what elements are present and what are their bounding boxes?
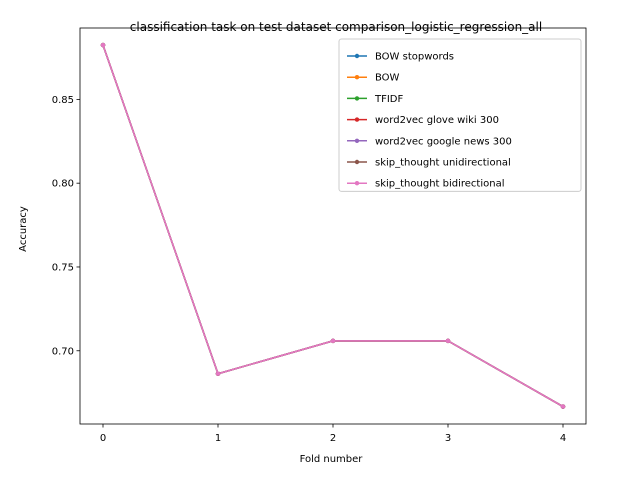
- x-tick-label: 0: [100, 433, 106, 444]
- data-point: [100, 42, 106, 48]
- legend-entry-label: TFIDF: [374, 94, 404, 105]
- legend-swatch-marker: [354, 117, 360, 122]
- legend-swatch-marker: [354, 96, 360, 101]
- legend-swatch-marker: [354, 181, 360, 186]
- y-tick-label: 0.85: [52, 95, 74, 106]
- x-axis-label: Fold number: [300, 454, 364, 465]
- legend-swatch-marker: [354, 53, 360, 59]
- x-tick-label: 3: [445, 433, 451, 444]
- legend-box: [338, 38, 582, 192]
- legend-swatch-marker: [354, 159, 360, 165]
- legend-swatch-marker: [354, 75, 360, 80]
- legend-entry-label: BOW: [375, 73, 400, 84]
- plot-area: 0 1 2 3 4 0.70 0.75 0.80 0.85: [52, 42, 566, 444]
- y-axis-label: Accuracy: [18, 206, 29, 252]
- data-point: [330, 338, 336, 344]
- legend-entry-label: skip_thought unidirectional: [375, 158, 511, 169]
- x-tick-label: 1: [215, 433, 221, 444]
- x-tick-label: 2: [330, 433, 336, 444]
- legend-entry-label: skip_thought bidirectional: [375, 179, 504, 190]
- chart-title: classification task on test dataset comp…: [130, 20, 542, 34]
- data-point: [445, 338, 451, 344]
- data-point: [560, 404, 566, 409]
- y-tick-label: 0.75: [52, 262, 74, 273]
- x-tick-label: 4: [560, 433, 566, 444]
- y-tick-label: 0.70: [52, 346, 74, 357]
- legend: BOW stopwords BOW TFIDF word2vec glove wiki…: [338, 38, 582, 192]
- legend-entry-label: BOW stopwords: [375, 52, 454, 63]
- y-tick-label: 0.80: [52, 179, 74, 190]
- legend-entry-label: word2vec google news 300: [375, 136, 512, 147]
- axes-frame: [79, 27, 587, 425]
- data-point: [215, 371, 221, 376]
- legend-entry-label: word2vec glove wiki 300: [375, 115, 499, 126]
- legend-swatch-marker: [354, 138, 360, 143]
